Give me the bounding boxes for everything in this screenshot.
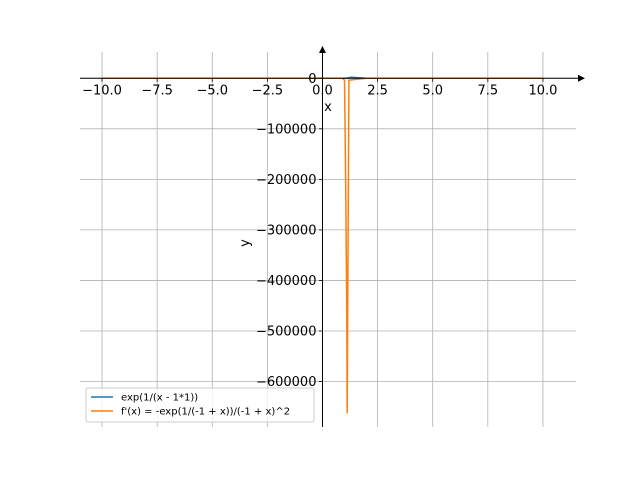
x-tick-label-6: 5.0	[422, 83, 443, 98]
legend-box	[85, 387, 315, 423]
x-tick-label-0: −10.0	[82, 83, 122, 98]
y-tick-label-5: −500000	[256, 324, 317, 339]
legend: exp(1/(x - 1*1)) f'(x) = -exp(1/(-1 + x))…	[85, 387, 315, 423]
x-tick-label-3: −2.5	[252, 83, 284, 98]
y-tick-label-2: −200000	[256, 173, 317, 188]
x-tick-label-5: 2.5	[367, 83, 388, 98]
x-tick-label-1: −7.5	[141, 83, 173, 98]
legend-label-0: exp(1/(x - 1*1))	[121, 393, 198, 404]
y-tick-label-4: −400000	[256, 274, 317, 289]
y-axis-arrow-icon	[318, 46, 326, 53]
y-tick-label-6: −600000	[256, 375, 317, 390]
y-tick-label-0: 0	[308, 72, 316, 87]
legend-label-1: f'(x) = -exp(1/(-1 + x))/(-1 + x)^2	[121, 407, 290, 418]
x-tick-label-7: 7.5	[477, 83, 498, 98]
y-tick-label-3: −300000	[256, 223, 317, 238]
ticks: −10.0 −7.5 −5.0 −2.5 0.0 2.5 5.0 7.5 10.0 0 −10000…	[82, 72, 557, 390]
x-tick-label-8: 10.0	[528, 83, 557, 98]
axes	[80, 46, 585, 427]
y-tick-label-1: −100000	[256, 122, 317, 137]
x-tick-label-4: 0.0	[312, 83, 333, 98]
x-axis-label: x	[324, 100, 332, 115]
y-axis-label: y	[238, 239, 253, 247]
x-tick-label-2: −5.0	[196, 83, 228, 98]
x-axis-arrow-icon	[578, 74, 585, 82]
